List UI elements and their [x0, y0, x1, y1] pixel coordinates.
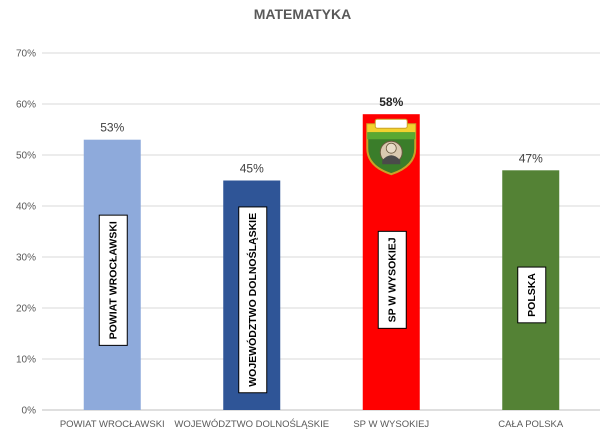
inbar-label-text: POWIAT WROCŁAWSKI	[107, 221, 119, 339]
labels: 53% POWIAT WROCŁAWSKI POWIAT WROCŁAWSKI 45%…	[60, 95, 564, 430]
inbar-label: POLSKA	[517, 266, 547, 324]
y-tick-label: 30%	[16, 253, 36, 264]
y-tick-label: 0%	[22, 406, 37, 417]
inbar-label: WOJEWÓDZTWO DOLNOŚLĄSKIE	[238, 206, 268, 394]
y-tick-label: 70%	[16, 49, 36, 60]
data-label: 58%	[379, 95, 403, 109]
x-tick-label: CAŁA POLSKA	[498, 419, 564, 430]
x-tick-label: WOJEWÓDZTWO DOLNOŚLĄSKIE	[174, 418, 329, 430]
inbar-label-box	[238, 206, 268, 394]
y-tick-label: 40%	[16, 202, 36, 213]
inbar-label: SP W WYSOKIEJ	[377, 230, 407, 329]
data-label: 45%	[240, 162, 264, 176]
y-axis-ticks: 0% 10% 20% 30% 40% 50% 60% 70%	[16, 49, 36, 417]
y-tick-label: 20%	[16, 304, 36, 315]
y-tick-label: 10%	[16, 355, 36, 366]
y-tick-label: 60%	[16, 100, 36, 111]
school-emblem-icon	[366, 118, 417, 176]
y-tick-label: 50%	[16, 151, 36, 162]
chart-title: MATEMATYKA	[253, 6, 352, 22]
data-label: 47%	[519, 151, 543, 165]
x-tick-label: POWIAT WROCŁAWSKI	[60, 419, 165, 430]
inbar-label-text: WOJEWÓDZTWO DOLNOŚLĄSKIE	[246, 213, 259, 387]
inbar-label-text: SP W WYSOKIEJ	[386, 237, 398, 322]
data-label: 53%	[100, 121, 124, 135]
inbar-label-text: POLSKA	[526, 273, 538, 317]
inbar-label-box	[377, 230, 407, 329]
inbar-label: POWIAT WROCŁAWSKI	[98, 214, 128, 346]
inbar-label-box	[517, 266, 547, 324]
bars	[83, 114, 560, 410]
x-tick-label: SP W WYSOKIEJ	[353, 419, 429, 430]
inbar-label-box	[98, 214, 128, 346]
